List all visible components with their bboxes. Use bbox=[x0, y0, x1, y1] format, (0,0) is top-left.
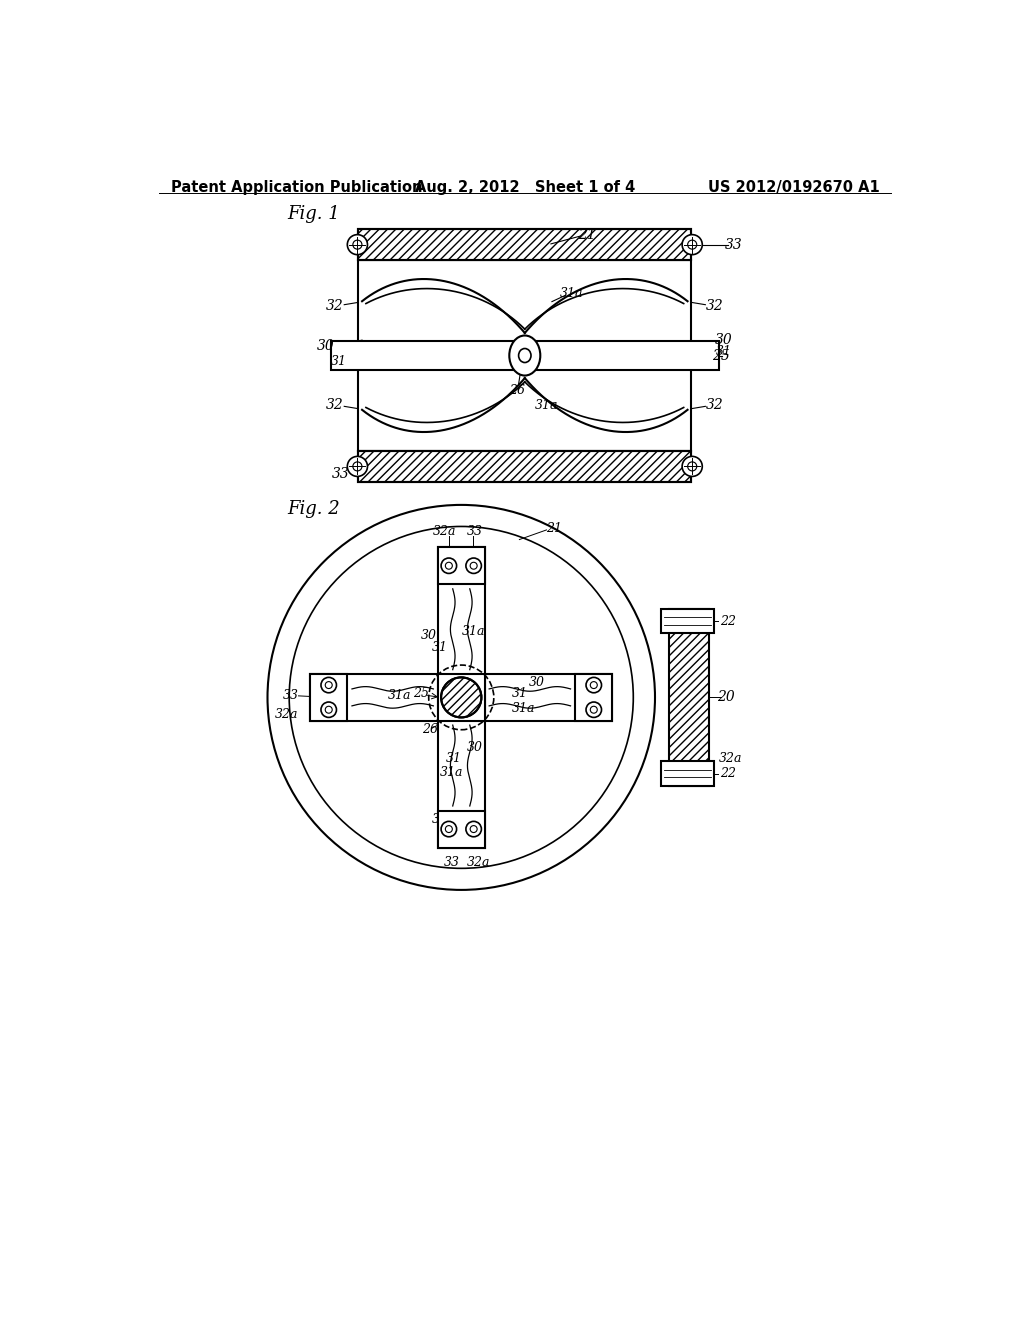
Text: 32: 32 bbox=[447, 566, 463, 579]
Circle shape bbox=[353, 240, 361, 249]
Circle shape bbox=[586, 677, 601, 693]
Circle shape bbox=[441, 821, 457, 837]
Bar bbox=[358, 260, 691, 451]
Text: 32: 32 bbox=[326, 300, 344, 313]
Circle shape bbox=[688, 240, 696, 249]
Bar bbox=[358, 451, 691, 482]
Text: 31: 31 bbox=[716, 345, 732, 358]
Text: Fig. 2: Fig. 2 bbox=[287, 500, 340, 517]
Text: 32: 32 bbox=[326, 397, 344, 412]
Text: 31: 31 bbox=[445, 752, 462, 766]
Text: 21: 21 bbox=[578, 228, 596, 243]
Circle shape bbox=[441, 558, 457, 573]
Circle shape bbox=[321, 677, 337, 693]
Circle shape bbox=[470, 825, 477, 833]
Circle shape bbox=[289, 527, 633, 869]
Text: 33: 33 bbox=[595, 710, 611, 723]
Text: 32: 32 bbox=[577, 706, 593, 719]
Text: 31a: 31a bbox=[387, 689, 411, 702]
Circle shape bbox=[441, 677, 481, 718]
Text: Fig. 1: Fig. 1 bbox=[287, 205, 340, 223]
Bar bbox=[358, 451, 691, 482]
Text: Aug. 2, 2012   Sheet 1 of 4: Aug. 2, 2012 Sheet 1 of 4 bbox=[415, 180, 635, 195]
Text: 33: 33 bbox=[444, 857, 460, 870]
Bar bbox=[438, 548, 484, 585]
Text: 30: 30 bbox=[469, 813, 484, 826]
Bar bbox=[669, 609, 710, 785]
Text: 31: 31 bbox=[331, 355, 347, 368]
Text: 33: 33 bbox=[467, 525, 483, 539]
Bar bbox=[438, 810, 484, 847]
Circle shape bbox=[466, 558, 481, 573]
Bar bbox=[310, 675, 612, 721]
Circle shape bbox=[326, 706, 332, 713]
Text: 32: 32 bbox=[431, 813, 447, 826]
Text: 21: 21 bbox=[546, 521, 562, 535]
Text: 26: 26 bbox=[509, 384, 525, 397]
Bar bbox=[358, 230, 691, 260]
Text: Patent Application Publication: Patent Application Publication bbox=[171, 180, 422, 195]
Text: 33: 33 bbox=[725, 238, 743, 252]
Text: 31a: 31a bbox=[535, 399, 558, 412]
Text: 20: 20 bbox=[718, 690, 735, 705]
Text: 25: 25 bbox=[413, 686, 429, 700]
Bar bbox=[331, 341, 719, 370]
Bar bbox=[358, 230, 691, 260]
Text: 31: 31 bbox=[431, 640, 447, 653]
Text: 32a: 32a bbox=[275, 708, 299, 721]
Text: 30: 30 bbox=[316, 339, 335, 354]
Circle shape bbox=[466, 821, 481, 837]
Text: 25: 25 bbox=[712, 348, 730, 363]
Text: 30: 30 bbox=[421, 630, 436, 643]
Bar bbox=[358, 451, 691, 482]
Circle shape bbox=[445, 825, 453, 833]
Text: 32a: 32a bbox=[432, 525, 456, 539]
Text: 32a: 32a bbox=[467, 857, 490, 870]
Circle shape bbox=[445, 562, 453, 569]
Text: 33: 33 bbox=[332, 467, 350, 480]
Circle shape bbox=[470, 562, 477, 569]
Ellipse shape bbox=[509, 335, 541, 376]
Text: 30: 30 bbox=[715, 333, 733, 347]
Text: 32: 32 bbox=[706, 300, 724, 313]
Circle shape bbox=[590, 706, 597, 713]
Circle shape bbox=[321, 702, 337, 718]
Text: 32a: 32a bbox=[719, 752, 742, 766]
Bar bbox=[438, 675, 484, 721]
Text: 33: 33 bbox=[283, 689, 299, 702]
Circle shape bbox=[353, 462, 361, 471]
Text: 30: 30 bbox=[467, 741, 483, 754]
Text: US 2012/0192670 A1: US 2012/0192670 A1 bbox=[708, 180, 880, 195]
Text: 31a: 31a bbox=[512, 702, 535, 715]
Text: 31a: 31a bbox=[462, 626, 485, 639]
Bar bbox=[575, 675, 612, 721]
Circle shape bbox=[326, 681, 332, 689]
Text: 31a: 31a bbox=[440, 767, 464, 779]
Text: 22: 22 bbox=[720, 767, 736, 780]
Bar bbox=[310, 675, 347, 721]
Circle shape bbox=[347, 457, 368, 477]
Circle shape bbox=[682, 235, 702, 255]
Text: 26: 26 bbox=[422, 723, 438, 737]
Ellipse shape bbox=[518, 348, 531, 363]
Circle shape bbox=[267, 506, 655, 890]
Text: 32: 32 bbox=[333, 677, 348, 690]
Circle shape bbox=[347, 235, 368, 255]
Circle shape bbox=[590, 681, 597, 689]
Bar bbox=[358, 230, 691, 260]
Bar bbox=[669, 609, 710, 785]
Circle shape bbox=[586, 702, 601, 718]
Circle shape bbox=[688, 462, 696, 471]
Text: 31a: 31a bbox=[559, 288, 583, 301]
Bar bbox=[438, 548, 484, 847]
Text: 22: 22 bbox=[720, 615, 736, 628]
Text: 32: 32 bbox=[706, 397, 724, 412]
Text: 30: 30 bbox=[529, 676, 545, 689]
Text: 31: 31 bbox=[511, 686, 527, 700]
Circle shape bbox=[682, 457, 702, 477]
Bar bbox=[662, 762, 714, 785]
Bar bbox=[662, 609, 714, 634]
